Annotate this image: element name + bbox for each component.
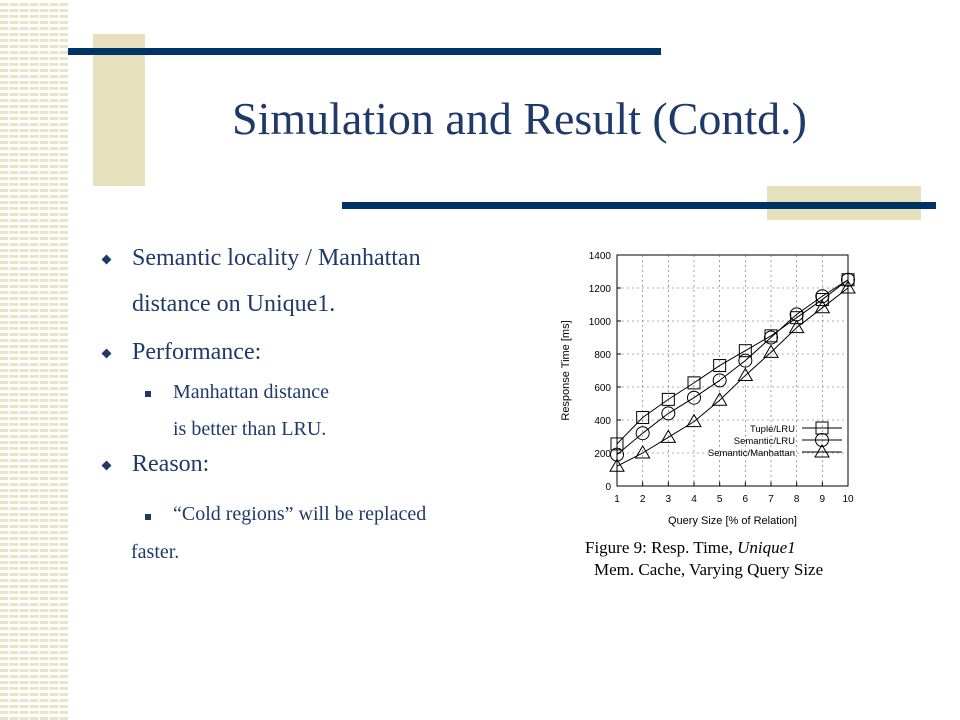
y-tick-label: 600 bbox=[594, 383, 611, 394]
y-tick-label: 400 bbox=[594, 416, 611, 427]
data-point-circle bbox=[841, 272, 855, 287]
subbullet-text: is better than LRU. bbox=[173, 418, 327, 440]
data-point-triangle bbox=[788, 319, 805, 334]
y-tick-label: 1000 bbox=[589, 317, 612, 328]
subbullet-text: Manhattan distance bbox=[173, 381, 330, 403]
data-point-triangle bbox=[737, 367, 754, 381]
bottom-rule bbox=[342, 202, 936, 209]
figure-caption-line2: Mem. Cache, Varying Query Size bbox=[594, 560, 824, 579]
bullet-diamond-icon bbox=[101, 254, 112, 265]
response-time-chart: 0 200 400 600 800 1000 1200 1400 1 2 3 4 5 6 7 8 9 10 Quer… bbox=[560, 251, 856, 527]
data-point-circle bbox=[687, 390, 701, 405]
series-line-circle bbox=[616, 279, 849, 456]
x-tick-label: 3 bbox=[666, 494, 672, 505]
data-point-triangle bbox=[840, 280, 856, 294]
x-tick-label: 4 bbox=[691, 494, 697, 505]
subbullet-text: faster. bbox=[131, 541, 180, 563]
series-line-triangle bbox=[616, 287, 849, 467]
data-point-triangle bbox=[686, 413, 702, 428]
data-point-square bbox=[661, 392, 675, 406]
striped-border bbox=[0, 0, 68, 720]
y-tick-label: 200 bbox=[594, 449, 611, 460]
bullet-diamond-icon bbox=[101, 460, 112, 471]
data-point-circle bbox=[712, 373, 727, 388]
title-accent-block bbox=[93, 34, 145, 186]
bullet-text: Performance: bbox=[132, 339, 262, 365]
series-line-square bbox=[616, 279, 849, 445]
x-tick-label: 7 bbox=[768, 494, 774, 505]
bullet-diamond-icon bbox=[101, 348, 112, 359]
x-axis-label: Query Size [% of Relation] bbox=[668, 515, 797, 527]
top-rule bbox=[68, 48, 661, 55]
x-tick-label: 8 bbox=[794, 494, 800, 505]
x-tick-label: 6 bbox=[743, 494, 749, 505]
data-point-square bbox=[738, 344, 752, 358]
data-point-square bbox=[713, 359, 727, 373]
plot-frame bbox=[616, 254, 849, 487]
data-point-square bbox=[636, 411, 650, 425]
x-tick-label: 1 bbox=[614, 494, 620, 505]
legend-marker-triangle bbox=[814, 444, 830, 458]
subbullet-text: “Cold regions” will be replaced bbox=[173, 503, 427, 525]
y-tick-label: 0 bbox=[605, 482, 611, 493]
legend-marker-circle bbox=[815, 433, 829, 447]
x-tick-label: 5 bbox=[717, 494, 723, 505]
data-point-square bbox=[687, 376, 701, 390]
y-axis-label: Response Time [ms] bbox=[560, 320, 572, 420]
data-point-triangle bbox=[634, 445, 651, 459]
y-tick-label: 1200 bbox=[589, 284, 612, 295]
data-point-circle bbox=[815, 289, 830, 304]
data-point-triangle bbox=[763, 344, 779, 358]
legend-label: Semantic/Manhattan bbox=[708, 448, 795, 459]
subbullet-square-icon bbox=[145, 391, 151, 397]
bullet-text: distance on Unique1. bbox=[132, 291, 336, 317]
data-point-circle bbox=[764, 330, 778, 345]
slide-title: Simulation and Result (Contd.) bbox=[232, 93, 807, 144]
legend-label: Tuple/LRU bbox=[750, 424, 795, 435]
data-point-circle bbox=[738, 353, 753, 368]
y-tick-label: 800 bbox=[594, 350, 611, 361]
data-point-circle bbox=[661, 406, 676, 421]
data-point-triangle bbox=[609, 458, 625, 472]
data-point-square bbox=[610, 437, 624, 451]
x-tick-label: 9 bbox=[820, 494, 826, 505]
y-tick-label: 1400 bbox=[589, 251, 612, 262]
bullet-text: Semantic locality / Manhattan bbox=[132, 245, 421, 271]
data-point-triangle bbox=[711, 392, 728, 406]
data-point-triangle bbox=[814, 299, 831, 314]
caption-prefix: Figure 9: Resp. Time, bbox=[585, 538, 733, 557]
subbullet-square-icon bbox=[145, 514, 151, 520]
bullet-text: Reason: bbox=[132, 451, 210, 477]
figure-caption-line1: Figure 9: Resp. Time, Unique1 bbox=[585, 538, 796, 558]
caption-italic: Unique1 bbox=[737, 538, 796, 557]
legend-label: Semantic/LRU bbox=[734, 436, 795, 447]
data-point-triangle bbox=[660, 429, 677, 443]
x-tick-label: 2 bbox=[640, 494, 646, 505]
data-point-circle bbox=[610, 447, 624, 462]
data-point-circle bbox=[635, 426, 650, 441]
x-tick-label: 10 bbox=[842, 494, 854, 505]
